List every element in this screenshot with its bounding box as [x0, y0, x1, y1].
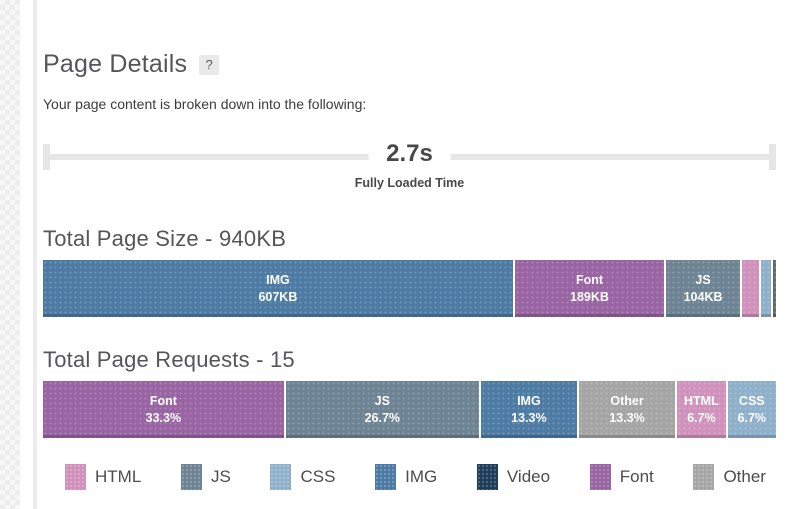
total-page-size-section: Total Page Size - 940KB IMG 607KB Font 1…: [43, 226, 776, 317]
total-page-requests-section: Total Page Requests - 15 Font 33.3% JS 2…: [43, 347, 776, 438]
legend-item-js: JS: [180, 464, 231, 490]
segment-value: 189KB: [570, 289, 609, 304]
segment-value: 13.3%: [609, 410, 645, 425]
legend-label: Font: [619, 467, 654, 486]
requests-segment-css[interactable]: CSS 6.7%: [727, 381, 776, 438]
requests-segment-img[interactable]: IMG 13.3%: [480, 381, 577, 438]
segment-value: 26.7%: [364, 410, 401, 425]
js-swatch-icon: [180, 464, 202, 490]
requests-segment-other[interactable]: Other 13.3%: [578, 381, 676, 438]
segment-label: JS: [374, 393, 390, 408]
page-title: Page Details: [43, 50, 188, 78]
segment-value: 104KB: [683, 289, 723, 304]
requests-segment-html[interactable]: HTML 6.7%: [677, 381, 726, 438]
legend-label: CSS: [300, 467, 336, 486]
segment-label: Font: [575, 272, 604, 287]
fully-loaded-time-label: Fully Loaded Time: [354, 176, 465, 190]
page-subtitle: Your page content is broken down into th…: [43, 96, 367, 112]
page-requests-bar: Font 33.3% JS 26.7% IMG 13.3% Other 13.3…: [43, 381, 776, 438]
content-area: Page Details ? Your page content is brok…: [43, 0, 776, 490]
help-icon[interactable]: ?: [199, 54, 220, 75]
page-background-texture: [0, 0, 20, 509]
legend-item-img: IMG: [375, 464, 437, 490]
segment-label: CSS: [738, 393, 765, 408]
size-segment-other[interactable]: [773, 260, 776, 317]
legend-label: Other: [723, 467, 766, 486]
timeline-ruler: 2.7s: [43, 140, 776, 172]
timeline-right-cap: [769, 144, 776, 170]
legend-item-html: HTML: [65, 464, 141, 490]
segment-label: IMG: [266, 272, 290, 287]
legend-label: IMG: [405, 467, 438, 486]
font-swatch-icon: [589, 464, 611, 490]
legend-label: HTML: [95, 467, 142, 486]
requests-segment-js[interactable]: JS 26.7%: [285, 381, 479, 438]
fully-loaded-time-value: 2.7s: [368, 140, 451, 168]
legend-label: Video: [506, 467, 551, 486]
total-page-requests-heading: Total Page Requests - 15: [43, 347, 295, 372]
segment-value: 33.3%: [145, 410, 182, 425]
segment-label: IMG: [517, 393, 541, 408]
size-segment-font[interactable]: Font 189KB: [514, 260, 665, 317]
size-segment-css[interactable]: [760, 260, 772, 317]
legend-item-css: CSS: [270, 464, 335, 490]
other-swatch-icon: [693, 464, 715, 490]
video-swatch-icon: [476, 464, 498, 490]
legend-item-font: Font: [589, 464, 654, 490]
total-page-size-heading: Total Page Size - 940KB: [43, 226, 287, 251]
card-edge-divider: [33, 0, 37, 509]
size-segment-html[interactable]: [742, 260, 759, 317]
segment-value: 607KB: [258, 289, 298, 304]
segment-value: 6.7%: [687, 410, 716, 425]
css-swatch-icon: [270, 464, 292, 490]
size-segment-img[interactable]: IMG 607KB: [43, 260, 513, 317]
legend-item-other: Other: [693, 464, 766, 490]
segment-label: HTML: [683, 393, 719, 408]
size-segment-js[interactable]: JS 104KB: [666, 260, 741, 317]
segment-label: JS: [695, 272, 711, 287]
legend-item-video: Video: [476, 464, 551, 490]
segment-label: Other: [610, 393, 644, 408]
section-header: Page Details ?: [43, 50, 776, 79]
img-swatch-icon: [375, 464, 397, 490]
html-swatch-icon: [65, 464, 86, 490]
segment-value: 6.7%: [737, 410, 767, 425]
fully-loaded-timeline: 2.7s Fully Loaded Time: [43, 140, 776, 190]
segment-label: Font: [149, 393, 177, 408]
page-size-bar: IMG 607KB Font 189KB JS 104KB: [43, 260, 776, 317]
requests-segment-font[interactable]: Font 33.3%: [43, 381, 284, 438]
content-type-legend: HTML JS CSS IMG Video Font: [43, 464, 776, 490]
legend-label: JS: [210, 467, 231, 486]
segment-value: 13.3%: [511, 410, 547, 425]
